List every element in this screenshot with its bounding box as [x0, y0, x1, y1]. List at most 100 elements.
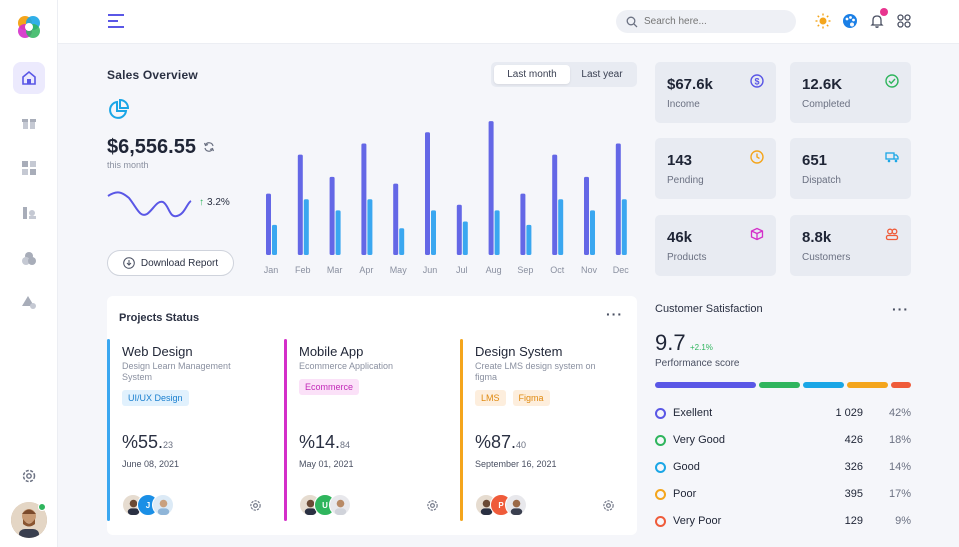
project-tag[interactable]: Ecommerce — [299, 379, 360, 395]
team-avatar[interactable] — [329, 494, 351, 516]
projects-title: Projects Status — [119, 312, 200, 324]
stat-label: Completed — [802, 99, 851, 110]
bell-icon[interactable] — [869, 13, 885, 29]
row-count: 326 — [844, 461, 863, 473]
bar-series-2-jan[interactable] — [272, 224, 277, 255]
bar-series-2-apr[interactable] — [367, 199, 373, 255]
svg-text:$: $ — [754, 76, 759, 86]
gear-icon[interactable] — [426, 499, 439, 512]
row-label: Good — [673, 461, 700, 473]
project-date: May 01, 2021 — [299, 459, 354, 469]
nav-gift[interactable] — [13, 107, 45, 139]
project-date: September 16, 2021 — [475, 459, 557, 469]
bar-series-1-apr[interactable] — [361, 143, 367, 255]
bar-series-1-feb[interactable] — [297, 154, 303, 255]
bar-series-2-nov[interactable] — [590, 210, 595, 255]
x-tick-label: Oct — [550, 265, 565, 275]
row-label: Very Poor — [673, 515, 722, 527]
bar-series-2-jun[interactable] — [431, 210, 436, 255]
customer-satisfaction-title: Customer Satisfaction — [655, 303, 763, 315]
palette-icon[interactable] — [842, 13, 858, 29]
bar-series-2-jul[interactable] — [462, 221, 468, 255]
more-options-icon[interactable]: ··· — [892, 301, 909, 317]
nav-home[interactable] — [13, 62, 45, 94]
nav-shapes[interactable] — [13, 286, 45, 318]
stat-card-products[interactable]: 46k Products — [655, 215, 776, 276]
project-desc: Design Learn Management System — [122, 361, 231, 382]
refresh-icon[interactable] — [203, 141, 215, 153]
satisfaction-row-good: Good 326 14% — [655, 461, 911, 475]
stat-card-customers[interactable]: 8.8k Customers — [790, 215, 911, 276]
x-tick-label: Jan — [264, 265, 279, 275]
gear-icon[interactable] — [602, 499, 615, 512]
person-icon — [334, 499, 346, 515]
stat-card-dispatch[interactable]: 651 Dispatch — [790, 138, 911, 199]
download-report-button[interactable]: Download Report — [107, 250, 234, 276]
search-box[interactable] — [616, 10, 796, 33]
truck-icon — [885, 152, 899, 163]
app-logo[interactable] — [14, 12, 44, 42]
project-tag[interactable]: LMS — [475, 390, 506, 406]
project-tag[interactable]: UI/UX Design — [122, 390, 189, 406]
project-card-web-design[interactable]: Web Design Design Learn Management Syste… — [107, 339, 277, 521]
menu-icon[interactable] — [108, 13, 126, 29]
download-icon — [123, 257, 135, 269]
nav-analytics[interactable] — [13, 197, 45, 229]
project-card-design-system[interactable]: Design System Create LMS design system o… — [460, 339, 630, 521]
dollar-icon: $ — [750, 74, 764, 88]
check-circle-icon — [885, 74, 899, 88]
bar-series-2-may[interactable] — [399, 228, 405, 255]
bar-series-1-jul[interactable] — [456, 204, 462, 255]
stat-card-income[interactable]: $67.6k Income $ — [655, 62, 776, 123]
sun-icon[interactable] — [815, 13, 831, 29]
stat-card-pending[interactable]: 143 Pending — [655, 138, 776, 199]
bar-series-2-dec[interactable] — [621, 199, 627, 255]
nav-dashboard[interactable] — [13, 152, 45, 184]
search-input[interactable] — [644, 16, 784, 27]
project-desc: Ecommerce Application — [299, 361, 394, 371]
bar-series-1-sep[interactable] — [520, 193, 526, 255]
team-avatar[interactable] — [152, 494, 174, 516]
toggle-last-month[interactable]: Last month — [494, 65, 570, 84]
person-icon — [157, 499, 169, 515]
shapes-icon — [22, 296, 36, 309]
project-team: U — [299, 494, 351, 516]
x-tick-label: Nov — [581, 265, 598, 275]
sales-period: this month — [107, 160, 149, 170]
bar-series-1-oct[interactable] — [552, 154, 558, 255]
project-name: Mobile App — [299, 344, 364, 359]
bar-series-2-mar[interactable] — [335, 210, 341, 255]
nav-users[interactable] — [13, 242, 45, 274]
toggle-last-year[interactable]: Last year — [581, 69, 623, 80]
more-options-icon[interactable]: ··· — [606, 306, 623, 322]
bar-series-1-aug[interactable] — [488, 121, 494, 256]
bar-series-2-aug[interactable] — [494, 210, 500, 255]
apps-grid-icon[interactable] — [896, 13, 912, 29]
bar-series-2-feb[interactable] — [303, 199, 309, 255]
project-card-mobile-app[interactable]: Mobile App Ecommerce Application Ecommer… — [284, 339, 454, 521]
score-segment-very-good — [759, 382, 800, 388]
x-tick-label: Aug — [486, 265, 502, 275]
row-percent: 42% — [888, 407, 911, 419]
bar-series-1-mar[interactable] — [329, 176, 335, 255]
bar-series-2-oct[interactable] — [558, 199, 564, 255]
project-tag[interactable]: Figma — [512, 390, 550, 406]
nav-settings[interactable] — [13, 460, 45, 492]
person-icon — [510, 499, 522, 515]
row-count: 129 — [844, 515, 863, 527]
gear-icon[interactable] — [249, 499, 262, 512]
bar-series-1-nov[interactable] — [584, 176, 589, 255]
bar-series-1-jan[interactable] — [266, 193, 271, 255]
avatar-portrait-icon — [11, 502, 47, 538]
x-tick-label: May — [390, 265, 408, 275]
bar-series-1-jun[interactable] — [425, 132, 430, 255]
person-icon — [480, 499, 492, 515]
satisfaction-row-exellent: Exellent 1 029 42% — [655, 407, 911, 421]
satisfaction-row-very-good: Very Good 426 18% — [655, 434, 911, 448]
stat-card-completed[interactable]: 12.6K Completed — [790, 62, 911, 123]
team-avatar[interactable] — [505, 494, 527, 516]
online-status-dot — [38, 503, 46, 511]
bar-series-1-dec[interactable] — [615, 143, 621, 255]
bar-series-2-sep[interactable] — [526, 224, 532, 255]
bar-series-1-may[interactable] — [393, 183, 399, 255]
